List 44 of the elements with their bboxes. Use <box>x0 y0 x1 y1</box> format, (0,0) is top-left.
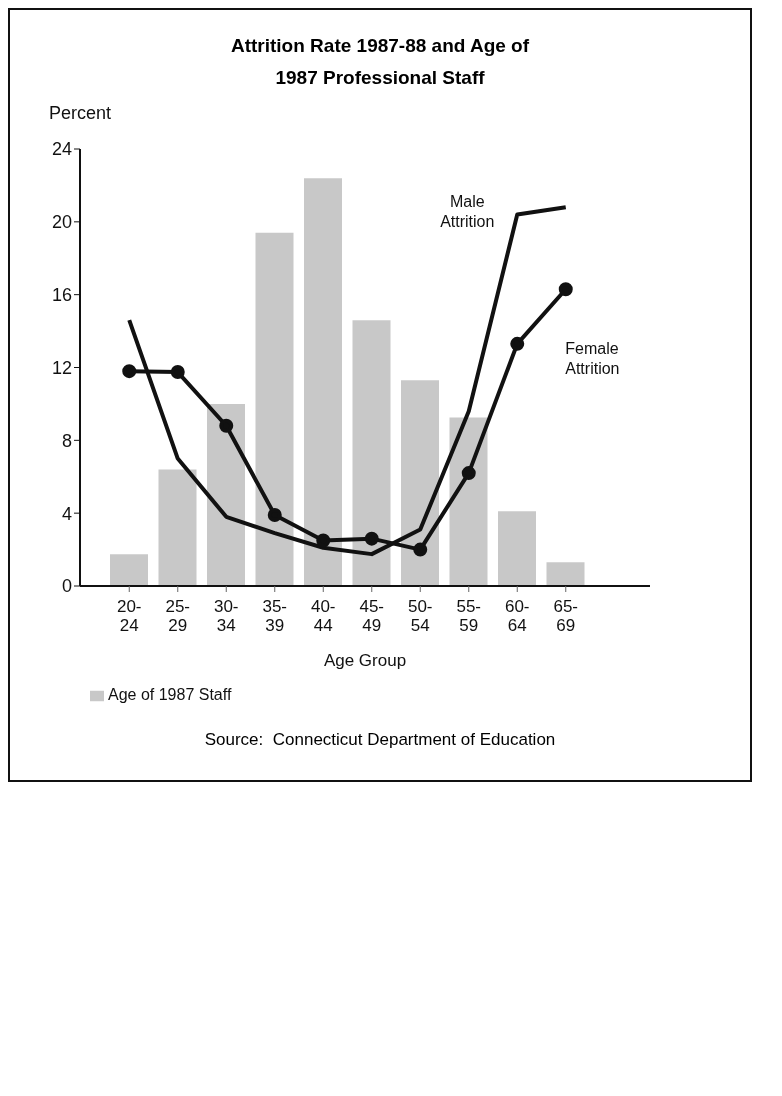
bar <box>207 403 245 586</box>
text: Female Attrition <box>565 339 620 377</box>
x-tick-label: 60-64 <box>504 597 530 635</box>
point <box>461 466 476 481</box>
point <box>364 531 379 546</box>
source-note: Source: Connecticut Department of Education <box>203 730 557 750</box>
point <box>316 533 331 548</box>
x-tick-label: 50-54 <box>407 597 433 635</box>
bar <box>401 380 439 586</box>
x-tick-label: 20-24 <box>116 597 142 635</box>
point <box>413 542 428 557</box>
point <box>170 365 185 380</box>
bar <box>352 320 391 586</box>
x-tick-label: 45-49 <box>359 597 385 635</box>
bar <box>449 417 488 586</box>
x-tick-label: 55-59 <box>456 597 482 635</box>
point <box>510 336 525 351</box>
bar <box>304 178 342 586</box>
bar <box>546 562 585 586</box>
y-tick-label: 24 <box>51 139 72 160</box>
point <box>267 507 282 522</box>
x-tick-label: 35-39 <box>262 597 288 635</box>
bar <box>158 469 197 586</box>
x-tick-label: 65-69 <box>553 597 579 635</box>
x-tick-label: 25-29 <box>165 597 191 635</box>
y-tick-label: 20 <box>51 212 72 233</box>
chart-title: Attrition Rate 1987-88 and Age of 1987 Professional Staff <box>229 34 531 90</box>
point <box>558 282 573 297</box>
y-tick-label: 16 <box>51 285 72 306</box>
x-axis-title: Age Group <box>323 651 407 670</box>
x-tick-label: 30-34 <box>213 597 239 635</box>
y-tick-label: 12 <box>51 357 72 378</box>
point <box>122 364 137 379</box>
bar <box>110 554 148 586</box>
x-tick-label: 40-44 <box>310 597 336 635</box>
y-axis-title: Percent <box>48 103 112 123</box>
point <box>219 418 234 433</box>
legend-label: Age of 1987 Staff <box>108 686 232 703</box>
y-tick-label: 8 <box>61 430 72 451</box>
bar <box>498 511 536 586</box>
bar <box>255 232 294 586</box>
y-tick-label: 0 <box>61 576 72 597</box>
y-tick-label: 4 <box>61 503 72 524</box>
series-label: Male Attrition <box>440 192 495 230</box>
